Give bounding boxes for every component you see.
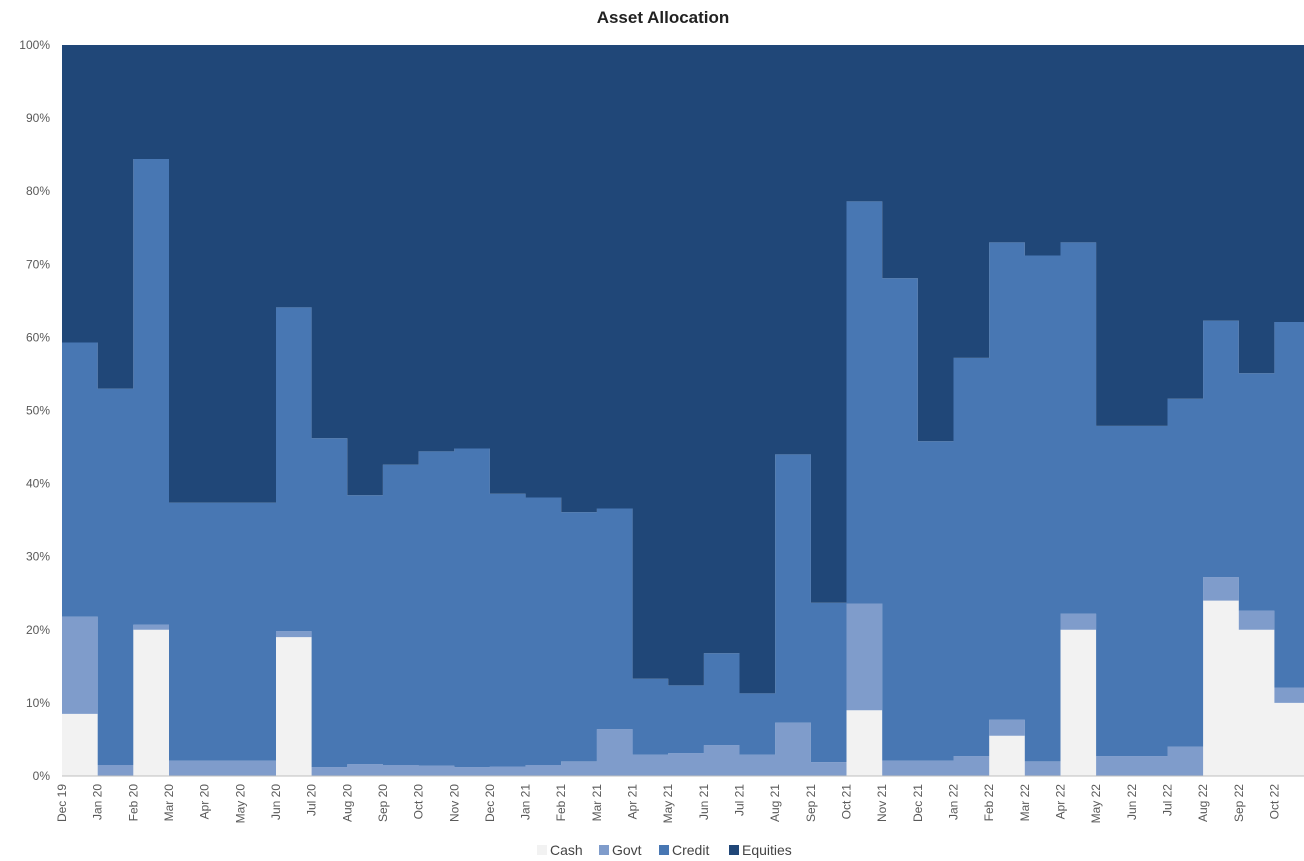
y-tick-label: 90% <box>26 111 50 125</box>
x-tick-label: Jan 21 <box>519 784 533 820</box>
legend-label: Equities <box>742 842 792 858</box>
x-tick-label: Sep 20 <box>376 784 390 822</box>
x-tick-label: Dec 21 <box>911 784 925 822</box>
legend-label: Credit <box>672 842 709 858</box>
legend-swatch <box>729 845 739 855</box>
y-axis: 0% 10% 20% 30% 40% 50% 60% 70% 80% 90% 100% <box>19 38 50 783</box>
legend-swatch <box>537 845 547 855</box>
x-axis: Dec 19 Jan 20 Feb 20 Mar 20 Apr 20 May 20 Jun … <box>55 775 1304 824</box>
legend-item-govt: Govt <box>599 842 642 858</box>
y-tick-label: 80% <box>26 184 50 198</box>
x-tick-label: Jul 22 <box>1160 784 1174 816</box>
legend-swatch <box>659 845 669 855</box>
legend-label: Cash <box>550 842 583 858</box>
x-tick-label: Sep 22 <box>1232 784 1246 822</box>
chart-title: Asset Allocation <box>597 8 730 27</box>
y-tick-label: 50% <box>26 404 50 418</box>
x-tick-label: Nov 21 <box>875 784 889 822</box>
x-tick-label: May 21 <box>661 784 675 824</box>
legend-item-cash: Cash <box>537 842 583 858</box>
y-tick-label: 40% <box>26 477 50 491</box>
x-tick-label: Feb 22 <box>982 784 996 822</box>
x-tick-label: Jun 21 <box>697 784 711 820</box>
x-tick-label: Sep 21 <box>804 784 818 822</box>
y-tick-label: 70% <box>26 257 50 271</box>
y-tick-label: 20% <box>26 623 50 637</box>
y-tick-label: 60% <box>26 330 50 344</box>
x-tick-label: Mar 22 <box>1018 784 1032 822</box>
x-tick-label: Oct 22 <box>1267 784 1281 820</box>
stacked-areas <box>62 45 1304 776</box>
x-tick-label: Oct 20 <box>412 784 426 820</box>
x-tick-label: Jul 20 <box>305 784 319 816</box>
legend-label: Govt <box>612 842 642 858</box>
x-tick-label: May 20 <box>233 784 247 824</box>
x-tick-label: Aug 22 <box>1196 784 1210 822</box>
x-tick-label: Jun 20 <box>269 784 283 820</box>
x-tick-label: Mar 20 <box>162 784 176 822</box>
x-tick-label: Jan 22 <box>947 784 961 820</box>
area-credit <box>62 159 1304 768</box>
legend-swatch <box>599 845 609 855</box>
x-tick-label: Mar 21 <box>590 784 604 822</box>
x-tick-label: Oct 21 <box>840 784 854 820</box>
x-tick-label: Apr 20 <box>198 784 212 820</box>
y-tick-label: 30% <box>26 550 50 564</box>
x-tick-label: Nov 20 <box>447 784 461 822</box>
area-govt <box>62 577 1304 776</box>
x-tick-label: Aug 21 <box>768 784 782 822</box>
y-tick-label: 100% <box>19 38 50 52</box>
x-tick-label: Aug 20 <box>340 784 354 822</box>
x-tick-label: Dec 20 <box>483 784 497 822</box>
x-tick-label: Dec 19 <box>55 784 69 822</box>
x-tick-label: Apr 22 <box>1053 784 1067 820</box>
legend: Cash Govt Credit Equities <box>537 842 792 858</box>
legend-item-equities: Equities <box>729 842 792 858</box>
x-tick-label: Jun 22 <box>1125 784 1139 820</box>
legend-item-credit: Credit <box>659 842 709 858</box>
x-tick-label: May 22 <box>1089 784 1103 824</box>
y-tick-label: 10% <box>26 696 50 710</box>
x-tick-label: Apr 21 <box>626 784 640 820</box>
x-tick-label: Jan 20 <box>91 784 105 820</box>
x-tick-label: Feb 21 <box>554 784 568 822</box>
area-cash <box>62 600 1304 776</box>
x-tick-label: Feb 20 <box>126 784 140 822</box>
area-equities <box>62 45 1304 694</box>
x-tick-label: Jul 21 <box>733 784 747 816</box>
y-tick-label: 0% <box>33 769 51 783</box>
